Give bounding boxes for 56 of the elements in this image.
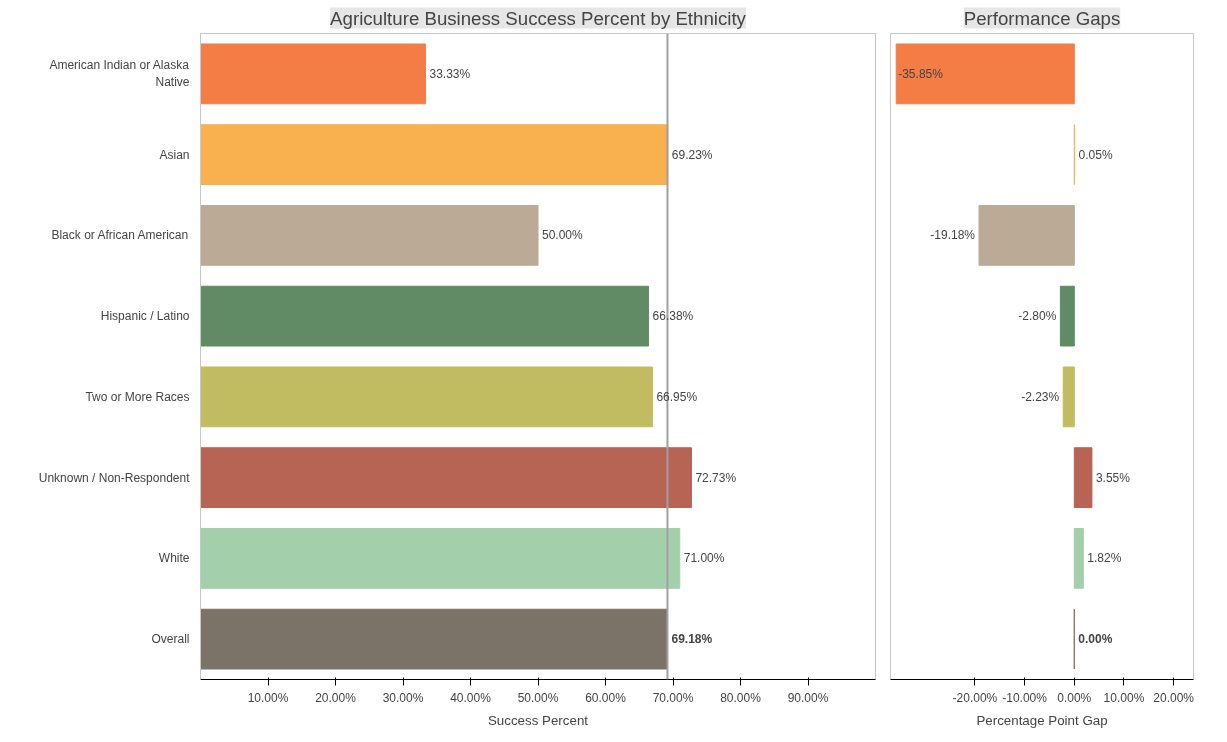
bar (200, 124, 669, 185)
x-tick-label: 50.00% (517, 690, 559, 705)
y-tick-label: Unknown / Non-Respondent (38, 470, 191, 485)
data-label: 1.82% (1087, 551, 1122, 566)
data-label: 0.05% (1078, 147, 1113, 162)
data-label: -19.18% (930, 228, 976, 243)
x-axis-title: Success Percent (488, 712, 589, 728)
data-label: 33.33% (429, 66, 471, 81)
x-tick-label: 10.00% (247, 690, 289, 705)
bar (895, 43, 1075, 105)
x-tick-label: 20.00% (315, 690, 357, 705)
x-tick-label: 20.00% (1153, 690, 1195, 705)
data-label: 72.73% (695, 470, 737, 485)
x-tick-label: 80.00% (720, 690, 762, 705)
data-label: -2.80% (1018, 309, 1057, 324)
x-axis-title: Percentage Point Gap (976, 712, 1108, 728)
y-tick-label: Asian (159, 147, 190, 162)
chart-title: Agriculture Business Success Percent by Ethnicity (330, 7, 747, 29)
x-tick-label: 10.00% (1103, 690, 1145, 705)
x-tick-label: 60.00% (585, 690, 627, 705)
data-label: -35.85% (898, 66, 944, 81)
data-label: 69.23% (671, 147, 713, 162)
bar (200, 205, 539, 266)
x-tick-label: -10.00% (1002, 690, 1048, 705)
data-label: -2.23% (1021, 389, 1060, 404)
y-tick-label: White (158, 551, 190, 566)
bar (200, 366, 653, 428)
x-tick-label: 40.00% (450, 690, 492, 705)
data-label: 71.00% (683, 551, 725, 566)
x-tick-label: 0.00% (1057, 690, 1092, 705)
data-label: 66.38% (652, 309, 694, 324)
data-label: 69.18% (671, 632, 713, 647)
data-label: 0.00% (1078, 632, 1113, 647)
bar (1062, 366, 1075, 428)
y-tick-label: American Indian or Alaska Native (49, 58, 190, 90)
bar (200, 43, 426, 105)
data-label: 66.95% (656, 389, 698, 404)
bar (200, 447, 692, 508)
x-tick-label: 70.00% (652, 690, 694, 705)
bar (200, 285, 650, 347)
y-tick-label: Hispanic / Latino (100, 309, 190, 324)
y-tick-label: Overall (151, 632, 190, 647)
chart-title: Performance Gaps (963, 7, 1121, 29)
x-tick-label: -20.00% (952, 690, 998, 705)
x-tick-label: 90.00% (787, 690, 829, 705)
y-tick-label: Black or African American (51, 228, 189, 243)
y-tick-label: Two or More Races (85, 389, 190, 404)
data-label: 50.00% (542, 228, 584, 243)
bar (1073, 447, 1093, 508)
bar (200, 528, 681, 589)
x-tick-label: 30.00% (382, 690, 424, 705)
bar (978, 205, 1075, 266)
bar (200, 608, 668, 670)
data-label: 3.55% (1095, 470, 1131, 485)
bar (1073, 528, 1084, 589)
bar (1059, 285, 1075, 347)
